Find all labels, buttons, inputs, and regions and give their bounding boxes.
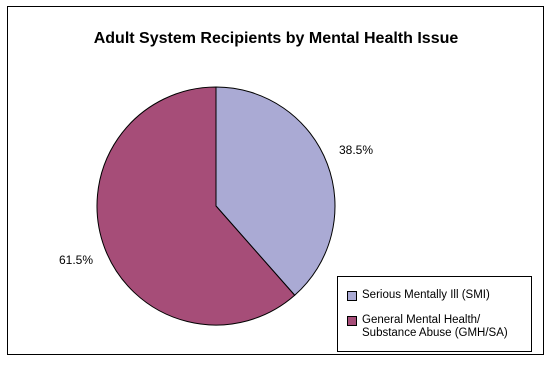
legend-item-smi: Serious Mentally Ill (SMI) [347,289,490,302]
legend-swatch-smi [347,291,357,301]
legend-swatch-gmh-sa [347,316,357,326]
legend-item-gmh-sa: General Mental Health/ Substance Abuse (… [347,314,508,340]
slice-data-label-1: 61.5% [59,253,93,267]
pie-slice-0 [215,86,336,296]
legend: Serious Mentally Ill (SMI) General Menta… [337,276,532,352]
legend-label-smi: Serious Mentally Ill (SMI) [362,289,490,301]
legend-label-gmh-sa: General Mental Health/ Substance Abuse (… [362,314,508,339]
chart-title: Adult System Recipients by Mental Health… [93,30,459,47]
pie-slice-1 [96,86,296,326]
slice-data-label-0: 38.5% [339,143,373,157]
